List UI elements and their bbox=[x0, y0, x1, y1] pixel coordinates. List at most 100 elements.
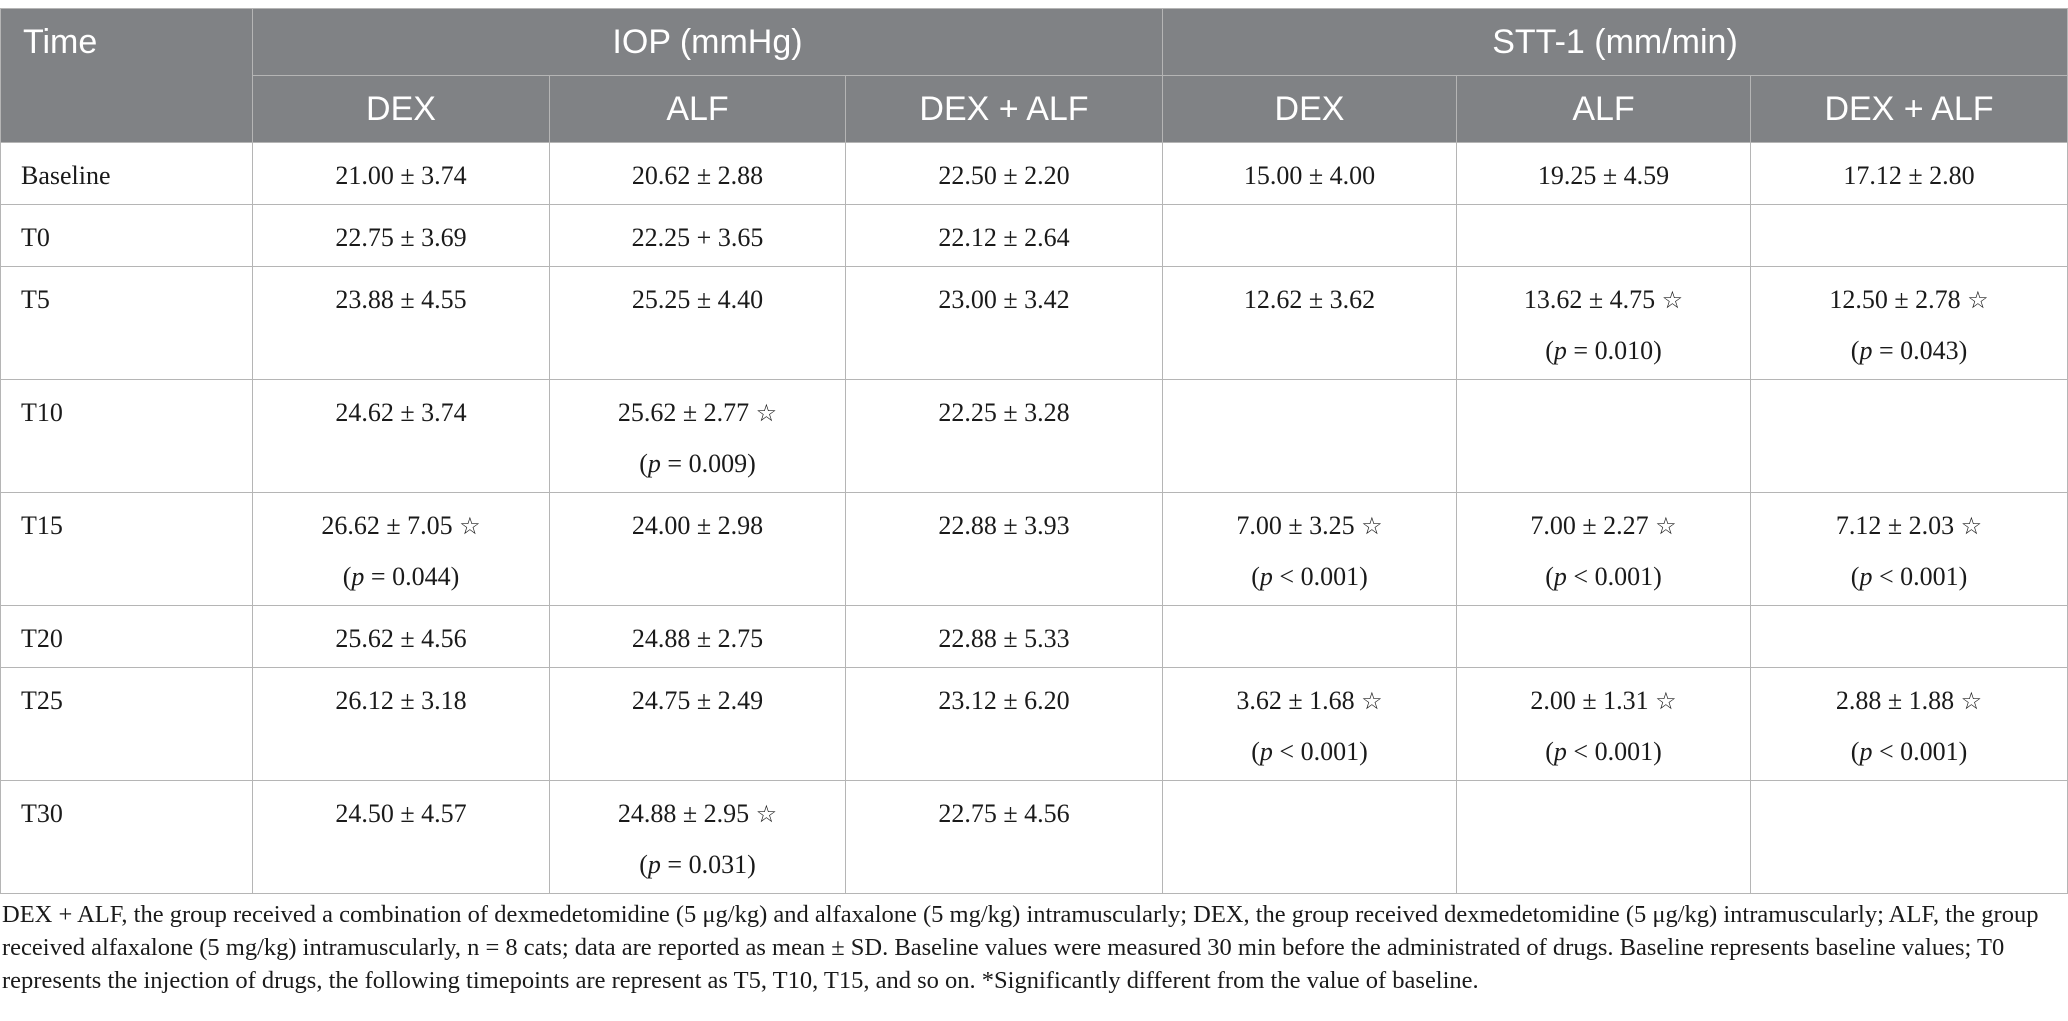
cell-iop-alf: 24.00 ± 2.98 bbox=[549, 492, 846, 606]
p-value: (p < 0.001) bbox=[1757, 560, 2061, 593]
cell-iop-alf: 25.62 ± 2.77 ☆ (p = 0.009) bbox=[549, 379, 846, 493]
cell-value: 23.00 ± 3.42 bbox=[938, 285, 1070, 314]
p-value-number: = 0.031) bbox=[660, 850, 756, 879]
p-value-paren: ( bbox=[1251, 737, 1260, 766]
header-iop-group: IOP (mmHg) bbox=[252, 8, 1163, 76]
time-text: T30 bbox=[21, 799, 63, 828]
cell-value: 22.50 ± 2.20 bbox=[938, 161, 1070, 190]
header-row-subcolumns: DEX ALF DEX + ALF DEX ALF DEX + ALF bbox=[1, 75, 2068, 143]
time-text: T20 bbox=[21, 624, 63, 653]
cell-stt-dex: 7.00 ± 3.25 ☆ (p < 0.001) bbox=[1162, 492, 1457, 606]
p-value-paren: ( bbox=[639, 449, 648, 478]
cell-stt-dex-alf bbox=[1749, 605, 2068, 668]
time-text: T5 bbox=[21, 285, 50, 314]
p-value: (p < 0.001) bbox=[1463, 735, 1744, 768]
cell-value: 23.88 ± 4.55 bbox=[335, 285, 467, 314]
row-time-label: T20 bbox=[0, 605, 253, 668]
header-row-groups: Time IOP (mmHg) STT-1 (mm/min) bbox=[0, 8, 2068, 143]
significance-star-icon: ☆ bbox=[1960, 687, 1983, 715]
p-value: (p = 0.043) bbox=[1757, 334, 2061, 367]
header-stt-dex: DEX bbox=[1162, 75, 1457, 143]
cell-value: 13.62 ± 4.75 bbox=[1523, 285, 1656, 314]
cell-stt-alf bbox=[1456, 780, 1751, 894]
cell-iop-dex-alf: 22.50 ± 2.20 bbox=[845, 142, 1163, 205]
cell-value: 3.62 ± 1.68 bbox=[1236, 686, 1355, 715]
cell-stt-dex-alf: 17.12 ± 2.80 bbox=[1749, 142, 2068, 205]
p-value-paren: ( bbox=[1545, 562, 1554, 591]
p-value-paren: ( bbox=[1850, 562, 1860, 591]
time-text: T15 bbox=[21, 511, 63, 540]
cell-value: 22.88 ± 5.33 bbox=[938, 624, 1070, 653]
row-time-label: T15 bbox=[0, 492, 253, 606]
p-value-number: = 0.044) bbox=[364, 562, 460, 591]
cell-stt-dex-alf bbox=[1749, 204, 2068, 267]
p-value-number: < 0.001) bbox=[1872, 737, 1968, 766]
header-iop-dex: DEX bbox=[252, 75, 550, 143]
p-value-paren: ( bbox=[342, 562, 352, 591]
significance-star-icon: ☆ bbox=[1967, 286, 1989, 314]
header-iop-alf: ALF bbox=[549, 75, 846, 143]
cell-iop-dex: 24.62 ± 3.74 bbox=[252, 379, 550, 493]
p-value: (p < 0.001) bbox=[1169, 735, 1450, 768]
p-value-number: = 0.010) bbox=[1566, 336, 1662, 365]
p-value-number: < 0.001) bbox=[1272, 737, 1368, 766]
cell-iop-dex: 24.50 ± 4.57 bbox=[252, 780, 550, 894]
cell-stt-dex-alf bbox=[1749, 780, 2068, 894]
row-time-label: Baseline bbox=[0, 142, 253, 205]
table-row: T5 23.88 ± 4.55 25.25 ± 4.40 23.00 ± 3.42 12… bbox=[0, 266, 2068, 380]
cell-stt-alf bbox=[1456, 605, 1751, 668]
cell-value: 22.75 ± 4.56 bbox=[938, 799, 1070, 828]
cell-value: 23.12 ± 6.20 bbox=[938, 686, 1070, 715]
cell-iop-dex-alf: 22.12 ± 2.64 bbox=[845, 204, 1163, 267]
p-symbol: p bbox=[351, 562, 365, 591]
cell-value: 24.62 ± 3.74 bbox=[335, 398, 467, 427]
p-value-paren: ( bbox=[1850, 737, 1860, 766]
cell-value: 25.62 ± 2.77 bbox=[617, 398, 750, 427]
cell-stt-dex: 15.00 ± 4.00 bbox=[1162, 142, 1457, 205]
p-symbol: p bbox=[1259, 737, 1273, 766]
p-value: (p = 0.009) bbox=[556, 447, 839, 480]
cell-value: 26.12 ± 3.18 bbox=[335, 686, 467, 715]
p-value: (p < 0.001) bbox=[1463, 560, 1744, 593]
cell-iop-dex-alf: 23.12 ± 6.20 bbox=[845, 667, 1163, 781]
table-row: Baseline 21.00 ± 3.74 20.62 ± 2.88 22.50 ± … bbox=[0, 142, 2068, 205]
table-row: T10 24.62 ± 3.74 25.62 ± 2.77 ☆ (p = 0.009)… bbox=[0, 379, 2068, 493]
time-text: T25 bbox=[21, 686, 63, 715]
time-text: T0 bbox=[21, 223, 50, 252]
cell-stt-dex-alf: 7.12 ± 2.03 ☆ (p < 0.001) bbox=[1749, 492, 2068, 606]
p-value: (p = 0.044) bbox=[259, 560, 543, 593]
cell-value: 2.88 ± 1.88 bbox=[1835, 686, 1955, 715]
p-symbol: p bbox=[1553, 737, 1567, 766]
p-symbol: p bbox=[647, 850, 661, 879]
cell-stt-dex bbox=[1162, 204, 1457, 267]
significance-star-icon: ☆ bbox=[1661, 286, 1684, 314]
p-value-paren: ( bbox=[1251, 562, 1260, 591]
cell-iop-dex-alf: 22.88 ± 5.33 bbox=[845, 605, 1163, 668]
p-value: (p = 0.031) bbox=[556, 848, 839, 881]
cell-iop-alf: 25.25 ± 4.40 bbox=[549, 266, 846, 380]
cell-value: 22.25 + 3.65 bbox=[631, 223, 764, 252]
p-value-paren: ( bbox=[1545, 737, 1554, 766]
cell-value: 24.00 ± 2.98 bbox=[631, 511, 764, 540]
p-symbol: p bbox=[1259, 562, 1273, 591]
cell-stt-dex: 3.62 ± 1.68 ☆ (p < 0.001) bbox=[1162, 667, 1457, 781]
p-value-number: = 0.043) bbox=[1872, 336, 1968, 365]
p-symbol: p bbox=[1553, 562, 1567, 591]
results-table: Time IOP (mmHg) STT-1 (mm/min) DEX ALF D… bbox=[0, 8, 2068, 894]
cell-value: 12.50 ± 2.78 bbox=[1829, 285, 1961, 314]
cell-iop-dex-alf: 23.00 ± 3.42 bbox=[845, 266, 1163, 380]
cell-stt-alf: 19.25 ± 4.59 bbox=[1456, 142, 1751, 205]
cell-value: 15.00 ± 4.00 bbox=[1243, 161, 1376, 190]
cell-value: 22.75 ± 3.69 bbox=[335, 223, 467, 252]
cell-stt-dex-alf: 2.88 ± 1.88 ☆ (p < 0.001) bbox=[1749, 667, 2068, 781]
time-text: T10 bbox=[21, 398, 63, 427]
p-symbol: p bbox=[647, 449, 661, 478]
cell-iop-dex: 21.00 ± 3.74 bbox=[252, 142, 550, 205]
row-time-label: T30 bbox=[0, 780, 253, 894]
p-value-number: < 0.001) bbox=[1566, 562, 1662, 591]
p-symbol: p bbox=[1859, 737, 1873, 766]
row-time-label: T25 bbox=[0, 667, 253, 781]
table-row: T25 26.12 ± 3.18 24.75 ± 2.49 23.12 ± 6.20 3… bbox=[0, 667, 2068, 781]
significance-star-icon: ☆ bbox=[755, 800, 778, 828]
cell-stt-dex bbox=[1162, 379, 1457, 493]
